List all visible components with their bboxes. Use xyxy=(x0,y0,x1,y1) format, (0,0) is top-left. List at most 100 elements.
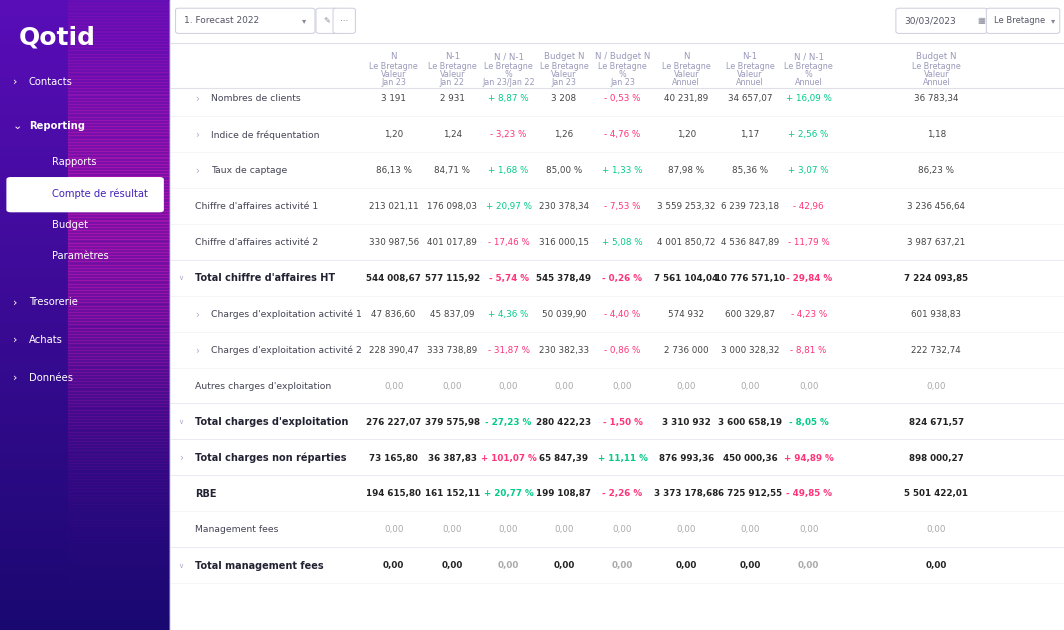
Bar xyxy=(68,589,170,592)
Bar xyxy=(68,324,170,328)
Text: 73 165,80: 73 165,80 xyxy=(369,454,418,462)
Bar xyxy=(68,54,170,57)
Text: - 49,85 %: - 49,85 % xyxy=(785,490,832,498)
Bar xyxy=(68,340,170,343)
Text: + 3,07 %: + 3,07 % xyxy=(788,166,829,175)
Text: 6 725 912,55: 6 725 912,55 xyxy=(718,490,782,498)
Bar xyxy=(0,170,170,173)
Bar xyxy=(68,91,170,94)
Bar xyxy=(0,570,170,573)
Text: 0,00: 0,00 xyxy=(383,561,404,570)
Text: 0,00: 0,00 xyxy=(499,382,518,391)
Bar xyxy=(0,554,170,558)
Text: Le Bretagne: Le Bretagne xyxy=(784,62,833,71)
Bar xyxy=(68,495,170,498)
Text: + 11,11 %: + 11,11 % xyxy=(598,454,647,462)
Text: 574 932: 574 932 xyxy=(668,310,704,319)
Bar xyxy=(0,192,170,195)
Bar xyxy=(0,542,170,545)
Text: 1,18: 1,18 xyxy=(927,130,946,139)
Text: 7 224 093,85: 7 224 093,85 xyxy=(904,274,968,283)
Bar xyxy=(68,135,170,139)
Bar xyxy=(0,57,170,60)
Bar xyxy=(0,501,170,504)
Text: - 17,46 %: - 17,46 % xyxy=(487,238,530,247)
Bar xyxy=(68,19,170,22)
Bar xyxy=(68,517,170,520)
Bar xyxy=(0,611,170,614)
Bar xyxy=(0,397,170,400)
Text: ∨: ∨ xyxy=(179,563,183,569)
Bar xyxy=(0,50,170,54)
Bar xyxy=(68,287,170,290)
Bar xyxy=(0,79,170,82)
Text: 276 227,07: 276 227,07 xyxy=(366,418,421,427)
Bar xyxy=(68,189,170,192)
Bar xyxy=(0,337,170,340)
FancyBboxPatch shape xyxy=(6,177,164,212)
Bar xyxy=(0,249,170,252)
Bar xyxy=(68,284,170,287)
Text: 47 836,60: 47 836,60 xyxy=(371,310,416,319)
Bar xyxy=(0,274,170,277)
Bar xyxy=(0,450,170,454)
Bar xyxy=(0,403,170,406)
Bar xyxy=(0,438,170,441)
Bar xyxy=(68,151,170,154)
Text: 3 208: 3 208 xyxy=(551,94,577,103)
Bar xyxy=(68,205,170,208)
Text: 86,13 %: 86,13 % xyxy=(376,166,412,175)
Bar xyxy=(0,627,170,630)
Bar xyxy=(0,350,170,353)
Bar xyxy=(0,504,170,507)
Bar xyxy=(0,236,170,239)
Text: + 1,68 %: + 1,68 % xyxy=(488,166,529,175)
Bar xyxy=(0,208,170,211)
Text: Le Bretagne: Le Bretagne xyxy=(369,62,418,71)
Bar xyxy=(68,595,170,598)
Bar xyxy=(0,608,170,611)
Bar xyxy=(68,104,170,107)
Text: 34 657,07: 34 657,07 xyxy=(728,94,772,103)
Text: 87,98 %: 87,98 % xyxy=(668,166,704,175)
Bar xyxy=(68,375,170,378)
Text: - 2,26 %: - 2,26 % xyxy=(602,490,643,498)
Bar xyxy=(68,186,170,189)
Bar xyxy=(68,60,170,63)
Bar xyxy=(0,491,170,495)
Bar xyxy=(68,167,170,170)
Bar xyxy=(0,513,170,517)
Bar xyxy=(0,176,170,180)
Text: ∨: ∨ xyxy=(179,275,183,282)
Bar xyxy=(68,425,170,428)
Bar xyxy=(68,365,170,369)
Bar xyxy=(68,227,170,230)
Bar xyxy=(68,504,170,507)
Bar xyxy=(0,198,170,202)
Text: Autres charges d'exploitation: Autres charges d'exploitation xyxy=(195,382,331,391)
Text: 1,20: 1,20 xyxy=(677,130,696,139)
Text: Total management fees: Total management fees xyxy=(195,561,323,571)
Text: Annuel: Annuel xyxy=(922,78,950,87)
Bar xyxy=(68,580,170,583)
Bar xyxy=(68,230,170,233)
Text: Valeur: Valeur xyxy=(737,70,763,79)
Bar xyxy=(0,309,170,312)
Bar xyxy=(0,315,170,318)
Text: Annuel: Annuel xyxy=(736,78,764,87)
Text: 213 021,11: 213 021,11 xyxy=(369,202,418,211)
Text: 2 736 000: 2 736 000 xyxy=(664,346,709,355)
Bar xyxy=(68,306,170,309)
Bar xyxy=(68,318,170,321)
Bar xyxy=(68,72,170,76)
Bar xyxy=(0,35,170,38)
Bar xyxy=(68,79,170,82)
Text: 0,00: 0,00 xyxy=(613,525,632,534)
Text: + 4,36 %: + 4,36 % xyxy=(488,310,529,319)
Text: Le Bretagne: Le Bretagne xyxy=(428,62,477,71)
Text: 0,00: 0,00 xyxy=(927,382,946,391)
Text: + 101,07 %: + 101,07 % xyxy=(481,454,536,462)
Bar xyxy=(0,145,170,148)
Bar xyxy=(0,444,170,447)
Text: ›: › xyxy=(13,77,17,87)
